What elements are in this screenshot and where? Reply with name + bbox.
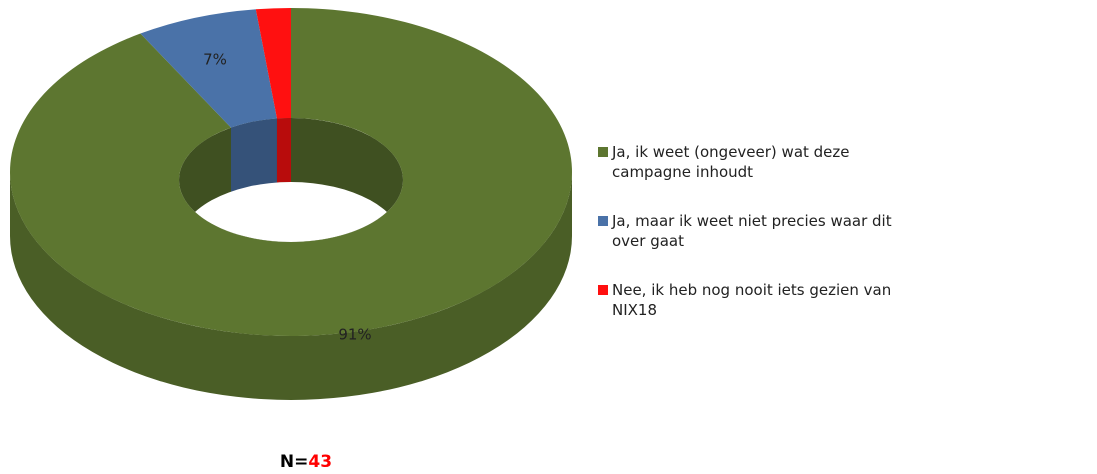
donut-inner-wall-segment [276,118,291,183]
legend-item: Ja, ik weet (ongeveer) wat deze campagne… [598,142,912,182]
donut-inner-wall-segment [230,118,277,192]
legend-swatch [598,147,608,157]
donut-slice [255,8,291,119]
donut-slice [9,8,572,336]
donut-side [10,172,572,400]
sample-size-label: N= [279,452,309,472]
legend-swatch [598,216,608,226]
legend-swatch [598,285,608,295]
legend-item: Nee, ik heb nog nooit iets gezien van NI… [598,280,912,320]
legend-label: Ja, ik weet (ongeveer) wat deze campagne… [612,143,850,181]
sample-size-value: 43 [308,452,333,472]
donut-slice [140,9,277,128]
sample-size: N=43 [0,452,612,472]
legend-label: Nee, ik heb nog nooit iets gezien van NI… [612,281,892,319]
legend-label: Ja, maar ik weet niet precies waar dit o… [612,212,892,250]
donut-hole [179,182,403,242]
data-label: 91% [338,326,371,344]
data-label: 7% [203,51,227,69]
legend-item: Ja, maar ik weet niet precies waar dit o… [598,211,912,251]
